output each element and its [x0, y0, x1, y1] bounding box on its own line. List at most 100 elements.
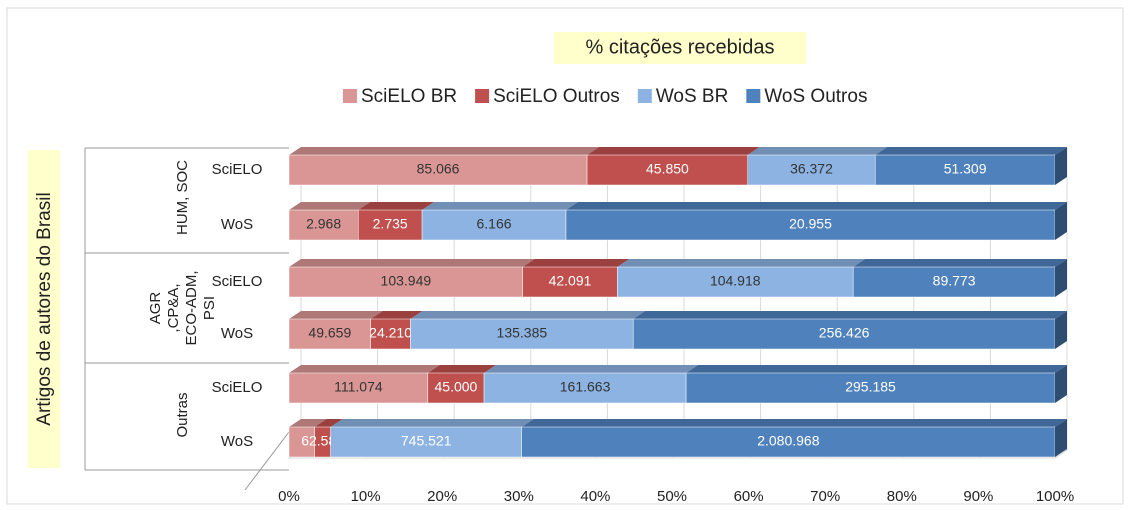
data-label: 745.521: [401, 433, 452, 449]
bar: [358, 209, 423, 241]
bar-top: [587, 147, 760, 155]
legend-label: WoS Outros: [764, 86, 867, 107]
legend-swatch: [475, 89, 490, 103]
leader-line: [244, 427, 293, 491]
x-tick-label: 100%: [1036, 488, 1074, 505]
bar: [747, 154, 876, 186]
x-tick-label: 0%: [278, 488, 300, 505]
data-label: 2.968: [306, 216, 341, 232]
category-label: WoS: [221, 216, 253, 233]
bar-side: [1055, 259, 1067, 297]
data-label: 51.309: [944, 161, 987, 177]
x-tick-label: 50%: [657, 488, 687, 505]
data-label: 161.663: [560, 379, 611, 395]
bar: [565, 209, 1056, 241]
data-label: 295.185: [845, 379, 896, 395]
x-tick-label: 70%: [810, 488, 840, 505]
category-label: SciELO: [212, 161, 263, 178]
bar-side: [1055, 202, 1067, 240]
legend-swatch: [343, 89, 357, 103]
bar: [421, 209, 567, 241]
bar: [330, 426, 522, 458]
grid-line-floor: [1054, 449, 1068, 459]
x-tick-label: 40%: [580, 488, 610, 505]
bar: [288, 318, 371, 350]
bar: [410, 318, 634, 350]
bar-top: [330, 419, 534, 427]
data-label: 45.000: [435, 379, 478, 395]
bar-top: [484, 365, 699, 373]
bar-top: [422, 202, 578, 210]
bar-top: [289, 259, 535, 267]
group-label: Outras: [174, 392, 191, 437]
data-label: 256.426: [819, 325, 870, 341]
bar-side: [1055, 419, 1067, 457]
bar-top: [289, 419, 327, 427]
bar: [370, 318, 411, 350]
x-tick-label: 20%: [427, 488, 457, 505]
category-label: SciELO: [212, 379, 263, 396]
y-label-bg: [28, 150, 60, 468]
x-tick-label: 10%: [351, 488, 381, 505]
chart-title: % citações recebidas: [586, 36, 775, 58]
bar: [427, 372, 485, 404]
bar-top: [521, 419, 1067, 427]
bar-top: [314, 419, 343, 427]
data-label: 111.074: [334, 379, 383, 395]
x-tick-label: 90%: [963, 488, 993, 505]
legend-swatch: [746, 89, 761, 103]
bar: [632, 318, 1056, 350]
bar-top: [522, 259, 630, 267]
category-label: SciELO: [212, 273, 263, 290]
group-label: AGR: [147, 292, 164, 325]
bar-side: [1055, 147, 1067, 185]
bar: [617, 266, 854, 298]
data-label: 135.385: [497, 325, 548, 341]
group-label: ECO-ADM,: [183, 271, 200, 346]
bar: [685, 372, 1056, 404]
data-label: 104.918: [710, 273, 761, 289]
bar-top: [633, 311, 1067, 319]
title-bg: [554, 32, 806, 64]
bar-top: [747, 147, 888, 155]
group-label: ,CP&A,: [165, 283, 182, 332]
bar-top: [289, 311, 383, 319]
bar-side: [1055, 365, 1067, 403]
data-label: 24.210: [369, 325, 412, 341]
bar-top: [358, 202, 435, 210]
bar: [852, 266, 1056, 298]
data-label: 49.659: [308, 325, 351, 341]
data-label: 89.773: [933, 273, 976, 289]
bar-top: [853, 259, 1067, 267]
bar-top: [410, 311, 646, 319]
x-tick-label: 80%: [887, 488, 917, 505]
bar-top: [289, 202, 371, 210]
group-label: PSI: [201, 296, 218, 320]
x-tick-label: 30%: [504, 488, 534, 505]
data-label: 42.091: [549, 273, 592, 289]
data-label: 6.166: [477, 216, 512, 232]
bar: [288, 426, 315, 458]
data-label: 85.066: [417, 161, 460, 177]
bar: [288, 372, 429, 404]
bar: [586, 154, 749, 186]
bar-top: [617, 259, 866, 267]
legend-label: WoS BR: [656, 86, 729, 107]
data-label: 2.080.968: [757, 433, 819, 449]
group-label: HUM, SOC: [174, 160, 191, 235]
legend-label: SciELO Outros: [493, 86, 620, 107]
bar-top: [565, 202, 1067, 210]
bar-side: [1055, 311, 1067, 349]
bar-top: [875, 147, 1067, 155]
data-label: 20.955: [789, 216, 832, 232]
bar-top: [370, 311, 423, 319]
bar: [288, 209, 359, 241]
data-label: 103.949: [381, 273, 432, 289]
legend-label: SciELO BR: [361, 86, 457, 107]
category-label: WoS: [221, 325, 253, 342]
bar: [874, 154, 1056, 186]
data-label: 2.735: [373, 216, 408, 232]
data-label: 36.372: [790, 161, 833, 177]
data-label: 45.850: [646, 161, 689, 177]
